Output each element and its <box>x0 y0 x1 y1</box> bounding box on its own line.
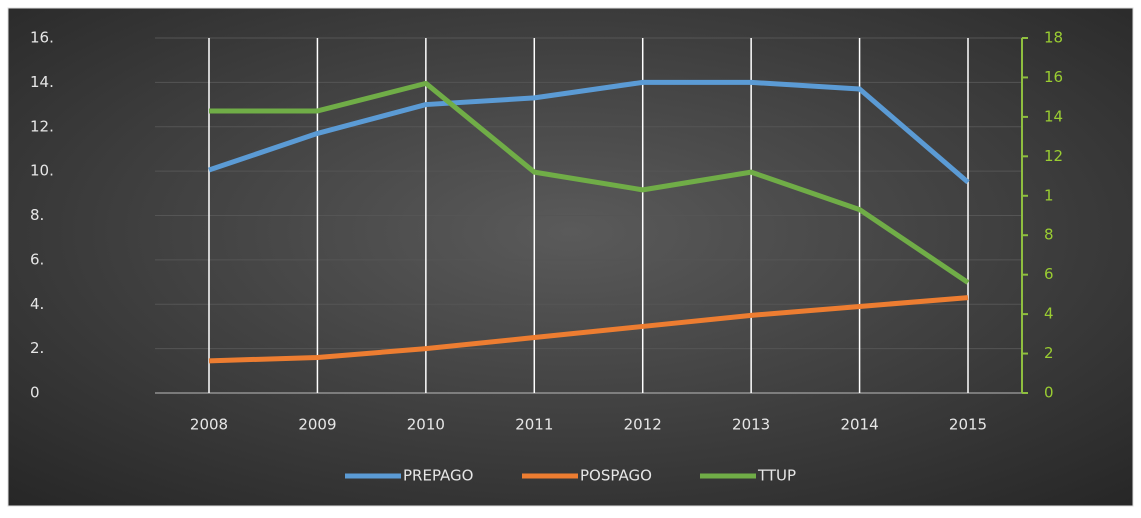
y2-tick-label: 1 <box>1044 186 1054 204</box>
y-tick-label: 16. <box>30 29 54 47</box>
y2-tick-label: 14 <box>1044 107 1063 125</box>
y2-tick-label: 16 <box>1044 68 1063 86</box>
series-line <box>208 79 970 185</box>
y2-tick-label: 18 <box>1044 29 1063 47</box>
series-line <box>208 295 969 364</box>
y-tick-label: 0 <box>30 384 40 402</box>
y2-tick-label: 12 <box>1044 147 1063 165</box>
series-line <box>209 80 970 285</box>
y2-tick-label: 4 <box>1044 305 1054 323</box>
x-tick-label: 2013 <box>732 416 770 434</box>
x-tick-label: 2011 <box>515 416 553 434</box>
y-tick-label: 8. <box>30 206 44 224</box>
x-tick-label: 2012 <box>624 416 662 434</box>
legend-label: PREPAGO <box>403 467 473 485</box>
y-tick-label: 6. <box>30 250 44 268</box>
legend-label: TTUP <box>757 467 796 485</box>
y-tick-label: 2. <box>30 339 44 357</box>
y2-tick-label: 0 <box>1044 384 1054 402</box>
y2-tick-label: 2 <box>1044 344 1054 362</box>
y-tick-label: 10. <box>30 162 54 180</box>
y-tick-label: 14. <box>30 73 54 91</box>
x-tick-label: 2009 <box>298 416 336 434</box>
y-tick-label: 4. <box>30 295 44 313</box>
x-tick-label: 2010 <box>407 416 445 434</box>
x-tick-label: 2008 <box>190 416 228 434</box>
legend-label: POSPAGO <box>580 467 652 485</box>
y2-tick-label: 8 <box>1044 226 1054 244</box>
x-tick-label: 2014 <box>840 416 878 434</box>
y-tick-label: 12. <box>30 117 54 135</box>
y2-tick-label: 6 <box>1044 265 1054 283</box>
x-tick-label: 2015 <box>949 416 987 434</box>
